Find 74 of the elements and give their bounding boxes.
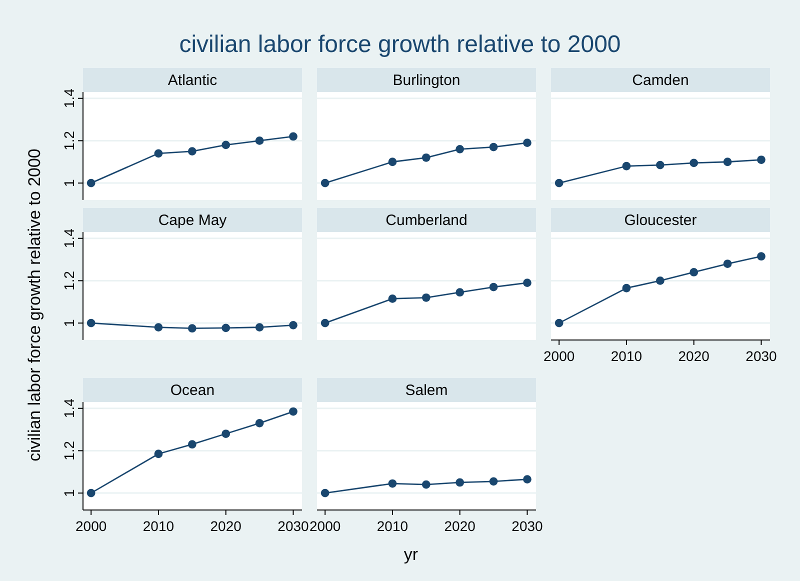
point [723, 158, 732, 166]
point [489, 282, 498, 292]
x-tick-label: 2030 [746, 348, 778, 364]
x-tick-label: 2020 [678, 348, 710, 364]
point [757, 252, 766, 261]
x-tick-label: 2010 [142, 518, 174, 534]
point [154, 450, 163, 458]
chart-title: Cape May [158, 212, 228, 229]
point [388, 158, 397, 166]
point [222, 430, 230, 438]
point [656, 160, 664, 170]
point [320, 488, 330, 498]
point [222, 140, 230, 150]
point [320, 318, 330, 328]
point [489, 477, 498, 486]
x-tick-label: 2020 [210, 518, 242, 534]
point [255, 136, 264, 145]
x-tick-label: 2030 [278, 518, 310, 534]
point [255, 418, 264, 428]
point [289, 407, 298, 416]
point [523, 278, 532, 288]
y-tick-label: 1.2 [61, 270, 77, 290]
y-tick-label: 1.4 [61, 88, 77, 108]
point [456, 288, 464, 297]
chart-title: Ocean [170, 382, 215, 399]
y-tick-label: 1.2 [61, 440, 77, 460]
point [388, 294, 397, 303]
point [188, 440, 196, 449]
y-tick-label: 1.4 [61, 398, 77, 418]
point [422, 293, 430, 302]
point [489, 142, 498, 152]
point [188, 147, 196, 156]
x-tick-label: 2030 [512, 518, 544, 534]
x-tick-label: 2020 [444, 518, 476, 534]
chart-title: Atlantic [168, 72, 218, 89]
chart-title: Cumberland [386, 212, 468, 229]
y-axis-title: civilian labor force growth relative to 2000 [25, 148, 44, 462]
point [757, 156, 766, 164]
point [422, 480, 430, 489]
chart-title: Gloucester [624, 212, 697, 229]
point [456, 478, 464, 487]
point [154, 149, 163, 158]
chart-title: Salem [405, 382, 448, 399]
x-tick-label: 2000 [544, 348, 575, 364]
y-tick-label: 1.2 [61, 130, 77, 150]
point [289, 132, 298, 141]
y-tick-label: 1 [61, 318, 77, 327]
x-tick-label: 2010 [610, 348, 642, 364]
point [86, 488, 96, 498]
point [86, 178, 96, 188]
chart-title: Burlington [392, 72, 460, 89]
x-tick-label: 2000 [310, 518, 341, 534]
point [690, 268, 698, 276]
chart-title: Camden [632, 72, 689, 89]
y-tick-label: 1 [61, 178, 77, 187]
point [523, 138, 532, 148]
point [320, 178, 330, 188]
point [422, 153, 430, 162]
point [388, 479, 397, 488]
point [723, 260, 732, 268]
text: civilian labor force growth relative to 2000 [179, 31, 621, 58]
point [656, 276, 664, 285]
point [622, 284, 631, 292]
point [523, 475, 532, 484]
x-tick-label: 2000 [76, 518, 107, 534]
x-tick-label: 2010 [376, 518, 408, 534]
point [456, 144, 464, 154]
x-axis-title: yr [404, 545, 418, 564]
point [622, 162, 631, 170]
y-tick-label: 1 [61, 488, 77, 497]
y-tick-label: 1.4 [61, 228, 77, 248]
point [554, 178, 564, 188]
point [690, 158, 698, 168]
point [554, 318, 564, 328]
